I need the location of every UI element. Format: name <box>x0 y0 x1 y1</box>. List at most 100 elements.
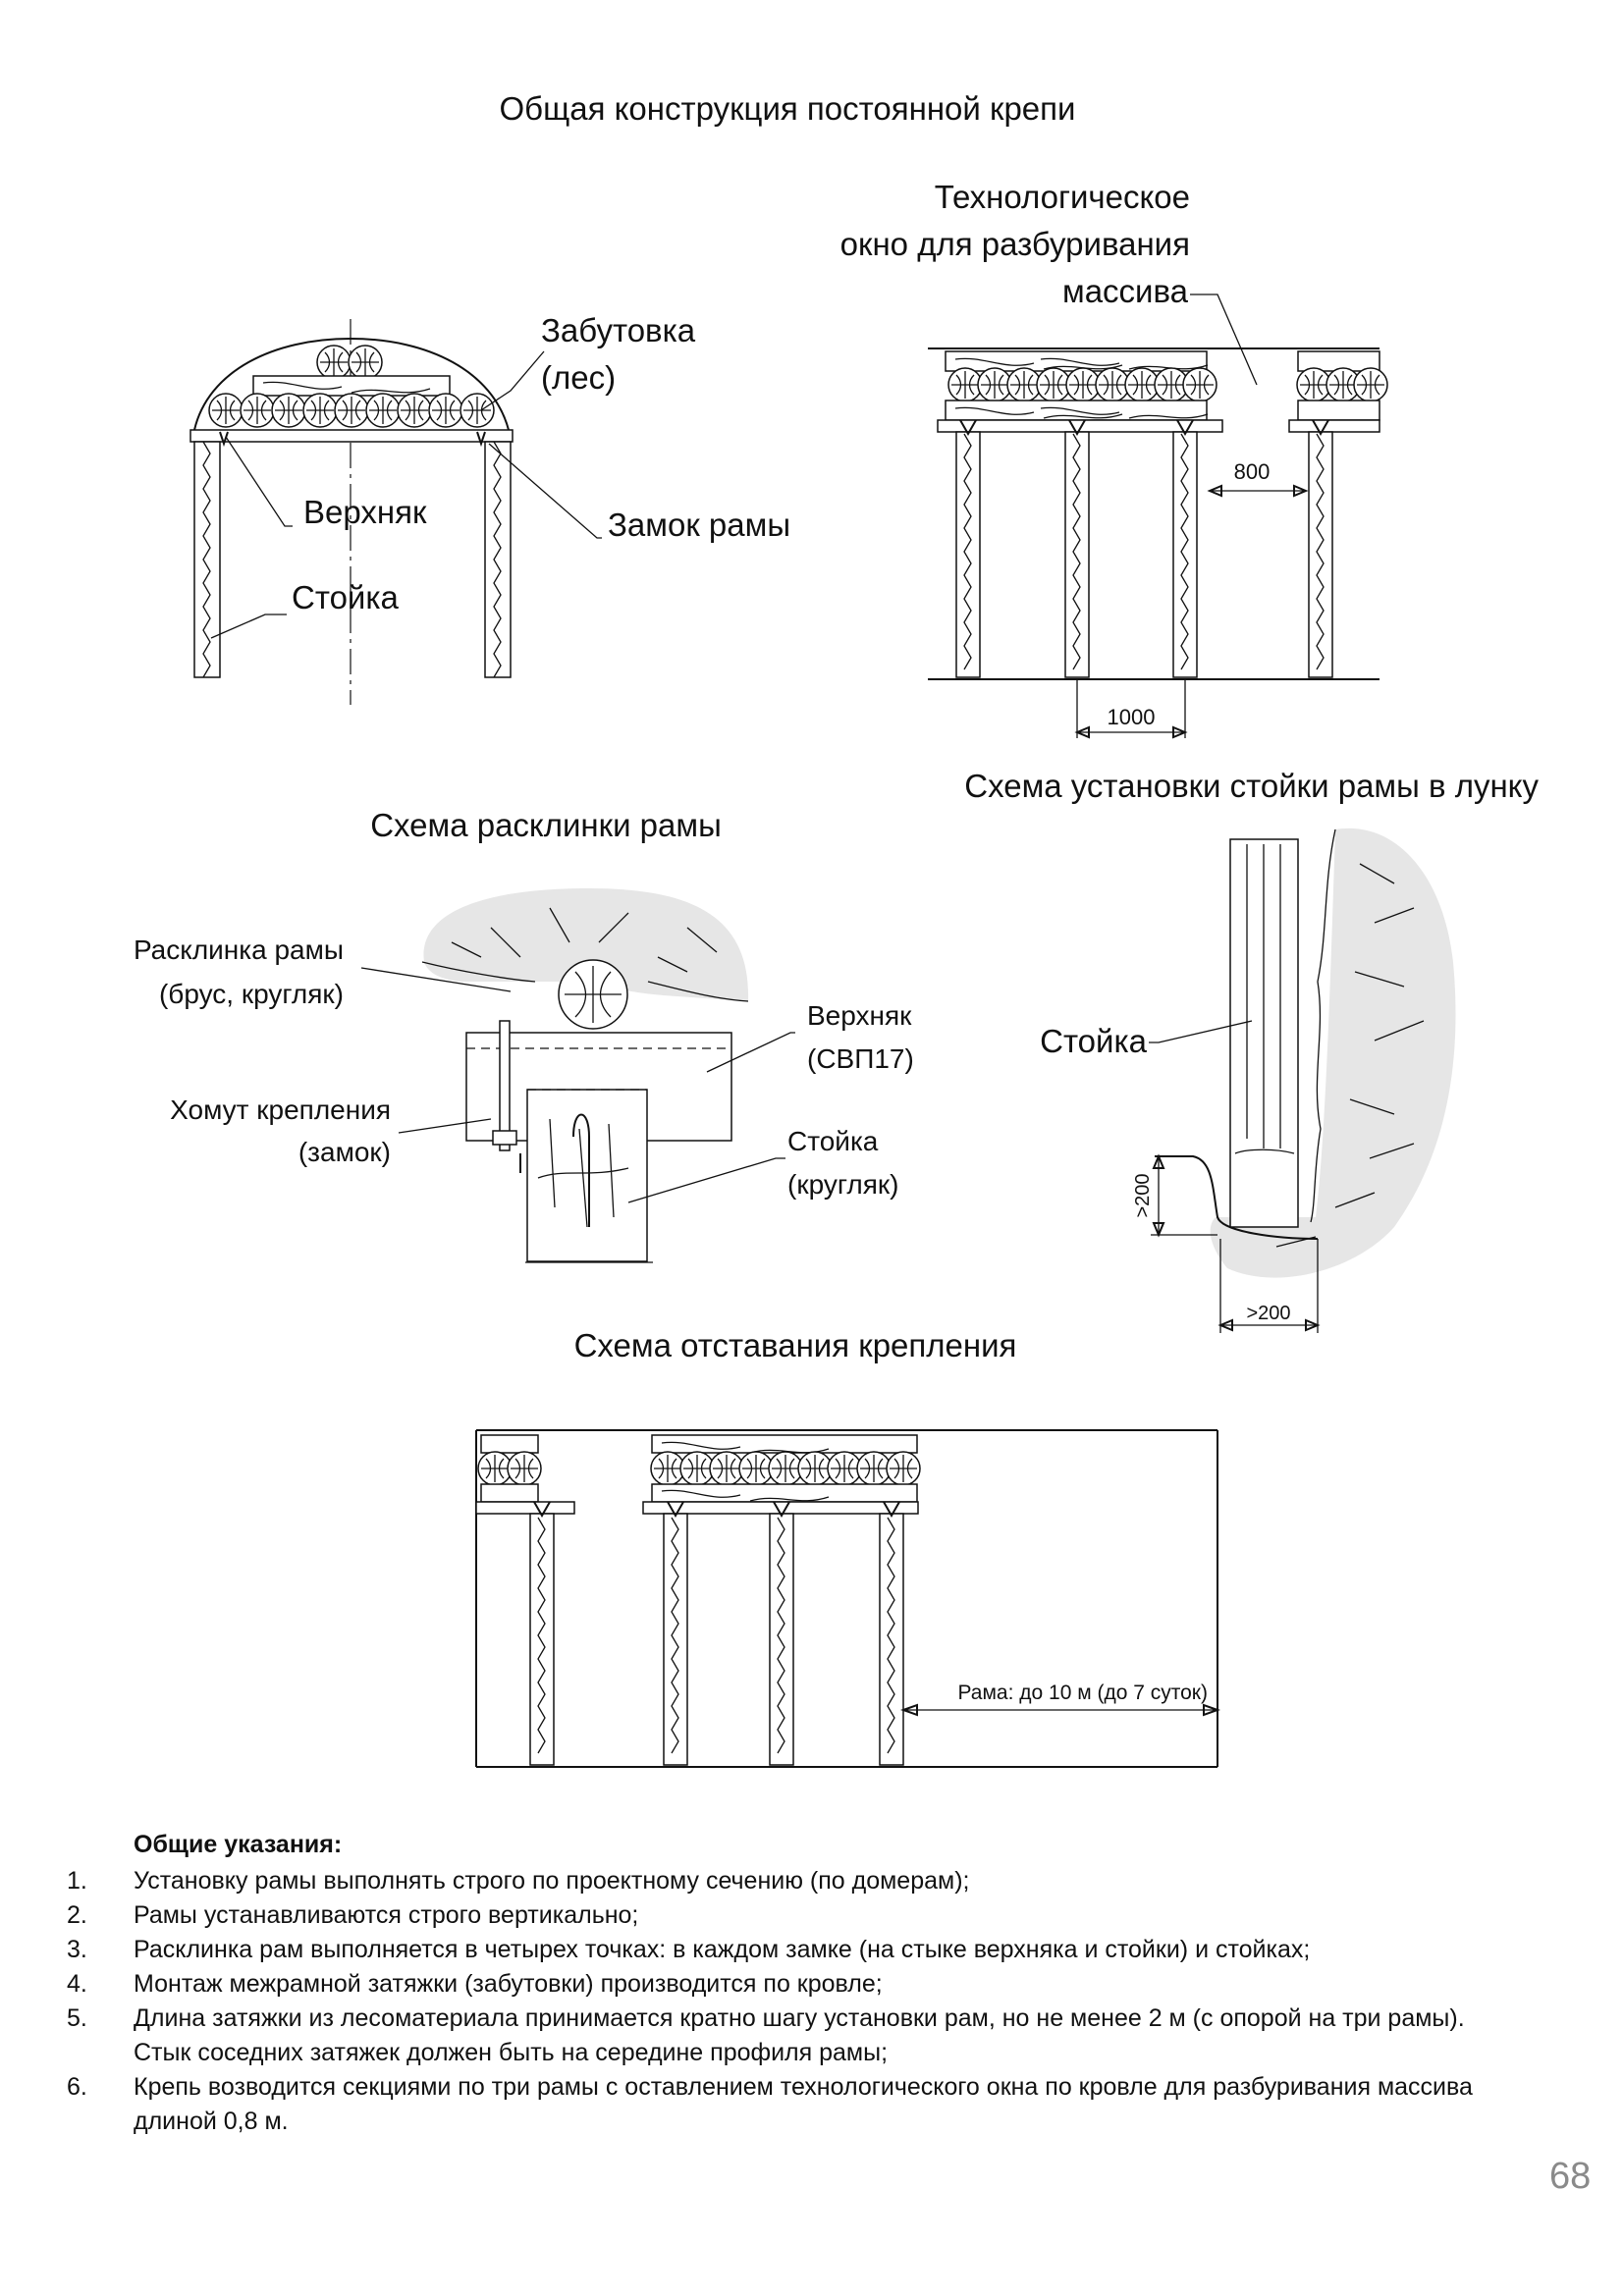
label-verkhnyak: Верхняк <box>303 494 427 530</box>
window-posts <box>955 431 1333 678</box>
lagging-log-row <box>1296 367 1388 402</box>
note-item: 3. Расклинка рам выполняется в четырех т… <box>59 1933 1551 1967</box>
fig-lag: Схема отставания крепления <box>475 1327 1220 1768</box>
lagging-plank <box>480 1483 539 1503</box>
lagging-plank <box>1297 400 1380 421</box>
note-text: Рамы устанавливаются строго вертикально; <box>134 1901 639 1929</box>
clamp-bolt <box>499 1020 511 1151</box>
note-text: Расклинка рам выполняется в четырех точк… <box>134 1936 1311 1963</box>
leader-top <box>706 1032 795 1073</box>
lagging-log-row <box>947 367 1217 402</box>
note-item-continued: длиной 0,8 м. <box>59 2105 1551 2139</box>
lagging-log <box>348 345 383 380</box>
label-top-2: (СВП17) <box>807 1043 914 1074</box>
label-clamp-1: Хомут крепления <box>170 1095 391 1125</box>
note-number: 3. <box>67 1936 87 1963</box>
note-number: 2. <box>67 1901 87 1929</box>
leader-hole-post <box>1149 1020 1253 1043</box>
label-window-2: окно для разбуривания <box>840 226 1190 262</box>
frame-locks <box>959 419 1329 437</box>
note-text: Установку рамы выполнять строго по проек… <box>134 1867 970 1895</box>
hole-outline <box>1155 1155 1319 1240</box>
note-item: 4. Монтаж межрамной затяжки (забутовки) … <box>59 1967 1551 2002</box>
lagging-log <box>240 393 275 428</box>
label-lag: Рама: до 10 м (до 7 суток) <box>957 1682 1208 1704</box>
dim-width: >200 <box>1246 1303 1290 1324</box>
leader-wedge <box>360 967 512 992</box>
frame-locks <box>533 1501 900 1519</box>
note-item: 6. Крепь возводится секциями по три рамы… <box>59 2070 1551 2105</box>
clamp-nut <box>492 1130 517 1146</box>
leader-stoyka <box>210 614 287 639</box>
label-post-1: Стойка <box>787 1126 879 1156</box>
lagging-plank <box>252 375 451 397</box>
note-text: Крепь возводится секциями по три рамы с … <box>134 2073 1473 2101</box>
title-hole: Схема установки стойки рамы в лунку <box>964 768 1539 804</box>
right-post <box>484 441 512 678</box>
fig-hole: Схема установки стойки рамы в лунку Стой… <box>964 768 1539 1333</box>
dim-depth: >200 <box>1132 1173 1154 1217</box>
rock-wall <box>1210 828 1456 1278</box>
frame-lock <box>476 431 486 448</box>
lagging-log <box>271 393 306 428</box>
lagging-log <box>460 393 495 428</box>
note-item: 2. Рамы устанавливаются строго вертикаль… <box>59 1898 1551 1933</box>
label-top-1: Верхняк <box>807 1000 912 1031</box>
lagging-log <box>208 393 243 428</box>
note-text: длиной 0,8 м. <box>134 2108 289 2135</box>
leader-post <box>627 1157 785 1203</box>
note-item: 1. Установку рамы выполнять строго по пр… <box>59 1864 1551 1898</box>
lag-posts <box>529 1513 904 1766</box>
fig-wedge: Схема расклинки рамы Расклинка рамы (бру… <box>134 807 914 1263</box>
label-hole-post: Стойка <box>1040 1023 1148 1059</box>
label-wedge-2: (брус, кругляк) <box>159 979 344 1009</box>
lagging-plank <box>480 1434 539 1454</box>
fig-general-frame: Забутовка (лес) Верхняк Замок рамы Стойк… <box>189 312 790 705</box>
note-number: 6. <box>67 2073 87 2101</box>
top-beam <box>475 1501 575 1515</box>
label-post-2: (кругляк) <box>787 1169 899 1200</box>
label-clamp-2: (замок) <box>298 1137 391 1167</box>
lagging-log-row <box>650 1451 921 1486</box>
label-wedge-1: Расклинка рамы <box>134 934 344 965</box>
fig-window: Технологическое окно для разбуривания ма… <box>840 179 1388 739</box>
clamp-loop <box>572 1113 590 1227</box>
title-wedge: Схема расклинки рамы <box>370 807 722 843</box>
lagging-log <box>334 393 369 428</box>
label-zabutovka: Забутовка <box>541 312 696 348</box>
left-post <box>193 441 221 678</box>
notes-heading: Общие указания: <box>134 1831 343 1858</box>
lagging-log <box>397 393 432 428</box>
leader-zamok <box>488 443 602 539</box>
leader-window <box>1190 294 1258 386</box>
label-window-3: массива <box>1062 273 1189 309</box>
label-stoyka: Стойка <box>292 579 400 615</box>
top-beam <box>642 1501 919 1515</box>
top-beam <box>1288 419 1380 433</box>
leader-verkhnyak <box>225 436 293 527</box>
note-number: 4. <box>67 1970 87 1998</box>
lagging-log <box>302 393 338 428</box>
page-title: Общая конструкция постоянной крепи <box>500 90 1076 127</box>
dim-window-800: 800 <box>1234 459 1271 484</box>
page-number: 68 <box>1549 2156 1592 2197</box>
label-zabutovka-les: (лес) <box>541 359 616 396</box>
lagging-log <box>365 393 401 428</box>
note-number: 1. <box>67 1867 87 1895</box>
lagging-log <box>316 345 352 380</box>
label-zamok-ramy: Замок рамы <box>608 507 790 543</box>
note-number: 5. <box>67 2004 87 2032</box>
note-item: 5. Длина затяжки из лесоматериала приним… <box>59 2002 1551 2036</box>
dim-step-1000: 1000 <box>1108 705 1156 729</box>
leader-zabutovka <box>480 350 545 411</box>
note-text: Стык соседних затяжек должен быть на сер… <box>134 2039 889 2066</box>
title-lag: Схема отставания крепления <box>574 1327 1017 1363</box>
general-notes: Общие указания: 1. Установку рамы выполн… <box>59 1828 1551 2139</box>
lagging-log <box>428 393 463 428</box>
top-beam-svp17 <box>465 1032 732 1142</box>
rock-mass <box>423 888 749 1001</box>
note-text: Монтаж межрамной затяжки (забутовки) про… <box>134 1970 883 1998</box>
label-window-1: Технологическое <box>935 179 1190 215</box>
leader-clamp <box>398 1118 492 1134</box>
